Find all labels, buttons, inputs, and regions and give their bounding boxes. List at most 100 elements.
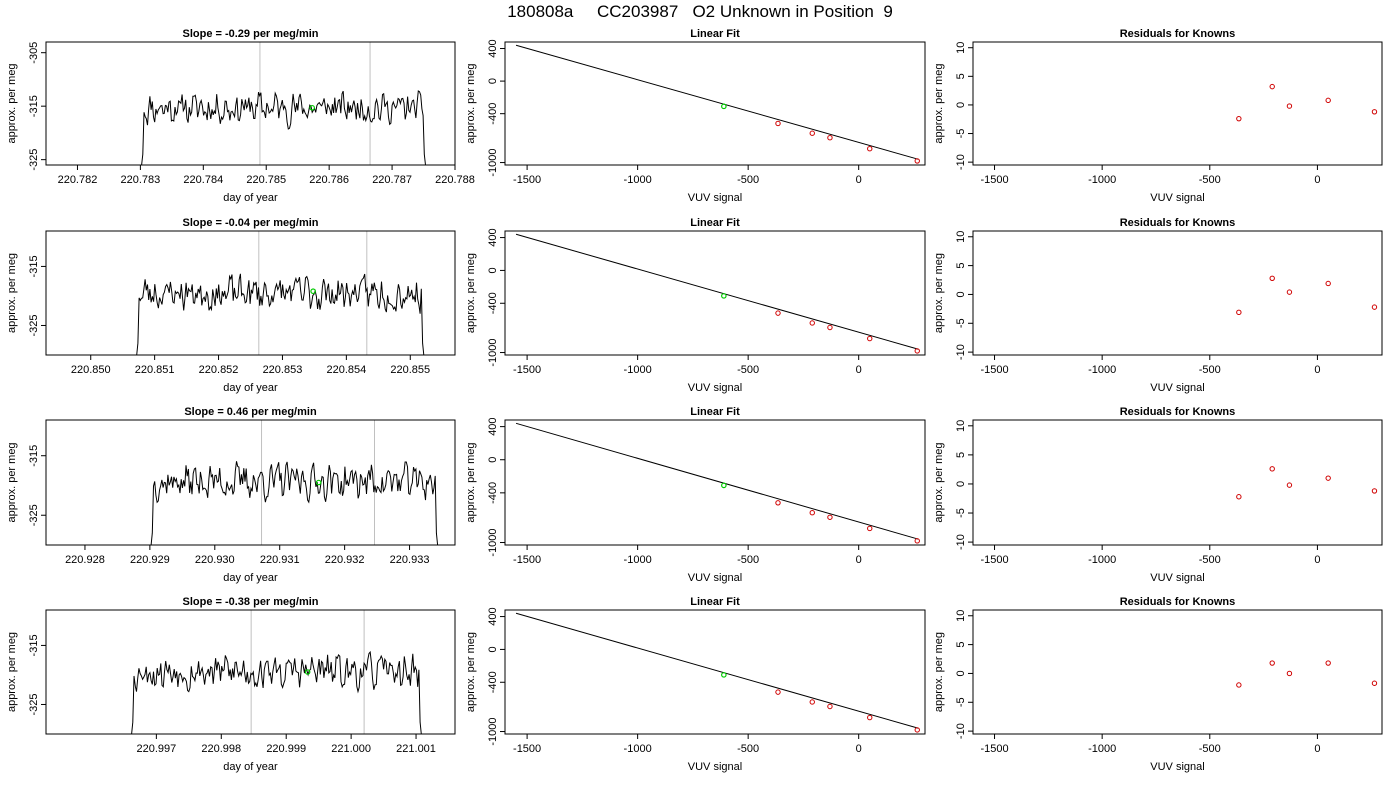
plot-area: [1236, 83, 1378, 122]
residual-point: [1236, 494, 1242, 500]
y-axis-label: approx. per meg: [465, 442, 477, 522]
plot-area: [1236, 660, 1378, 688]
plot-area: [150, 420, 439, 545]
panel-title: Residuals for Knowns: [1120, 406, 1236, 418]
x-tick-label: -1000: [1088, 743, 1116, 755]
unknown-point: [721, 293, 727, 299]
plot-area: [515, 44, 920, 164]
plot-area: [131, 610, 422, 734]
x-tick-label: -1000: [624, 554, 652, 566]
x-tick-label: 220.787: [372, 174, 412, 186]
known-point: [809, 130, 815, 136]
plot-frame: [504, 609, 926, 735]
residual-point: [1286, 103, 1293, 109]
y-axis-label: approx. per meg: [465, 63, 477, 143]
x-tick-label: 220.997: [136, 743, 176, 755]
known-point: [914, 158, 920, 164]
y-tick-label: -1000: [487, 338, 499, 366]
x-axis-label: VUV signal: [1150, 761, 1204, 773]
residual-point: [1269, 466, 1275, 472]
panel-linear-fit-row-1: Linear Fit -1500 -1000 -500 0 400 0 -400 -1000 VU…: [465, 28, 926, 204]
residual-point: [1325, 475, 1331, 481]
known-point: [867, 146, 873, 152]
y-tick-label: -315: [28, 255, 40, 277]
known-point: [809, 510, 815, 516]
plot-frame: [972, 230, 1383, 356]
x-tick-label: 221.001: [396, 743, 436, 755]
y-tick-label: 400: [487, 39, 499, 57]
y-tick-label: -315: [28, 445, 40, 467]
x-tick-label: 220.785: [246, 174, 286, 186]
x-tick-label: -1000: [624, 174, 652, 186]
y-tick-label: 0: [955, 102, 967, 108]
x-tick-label: 220.788: [435, 174, 475, 186]
plot-frame: [972, 419, 1383, 546]
known-point: [775, 500, 781, 506]
y-tick-label: -325: [28, 504, 40, 526]
known-point: [809, 699, 815, 705]
fit-line: [515, 612, 919, 729]
panel-title: Slope = -0.29 per meg/min: [182, 28, 318, 40]
x-tick-label: 0: [856, 554, 862, 566]
current-point: [309, 104, 315, 111]
known-point: [867, 714, 873, 721]
y-tick-label: 0: [955, 481, 967, 487]
x-axis-label: VUV signal: [1150, 192, 1204, 204]
panel-title: Residuals for Knowns: [1120, 28, 1236, 40]
residual-point: [1286, 289, 1293, 295]
x-tick-label: -500: [1199, 364, 1221, 376]
y-tick-label: -10: [955, 154, 967, 170]
plot-frame: [972, 41, 1383, 166]
y-tick-label: -325: [28, 149, 40, 171]
panel-title: Slope = -0.38 per meg/min: [182, 596, 318, 608]
x-tick-label: -500: [1199, 174, 1221, 186]
plot-area: [515, 612, 920, 733]
x-tick-label: 0: [1314, 364, 1320, 376]
y-tick-label: -5: [955, 508, 967, 518]
x-tick-label: 220.854: [326, 364, 366, 376]
known-point: [827, 514, 833, 520]
y-tick-label: -305: [28, 42, 40, 64]
y-tick-label: 5: [955, 642, 967, 648]
residual-point: [1325, 280, 1331, 287]
current-point: [304, 669, 311, 675]
residual-point: [1269, 275, 1275, 281]
y-axis-label: approx. per meg: [933, 442, 945, 522]
x-tick-label: -1500: [980, 364, 1008, 376]
plot-area: [515, 233, 920, 354]
residual-point: [1236, 682, 1242, 688]
plot-frame: [45, 230, 456, 356]
known-point: [809, 320, 815, 326]
residual-point: [1286, 670, 1293, 677]
known-point: [775, 689, 781, 695]
y-tick-label: -325: [28, 314, 40, 336]
x-tick-label: -1000: [624, 364, 652, 376]
x-tick-label: 220.784: [183, 174, 223, 186]
y-axis-label: approx. per meg: [6, 63, 18, 143]
x-tick-label: 0: [1314, 554, 1320, 566]
plot-area: [141, 42, 427, 165]
plot-frame: [504, 41, 926, 166]
x-tick-label: -500: [737, 174, 759, 186]
panel-time-series-row-1: Slope = -0.29 per meg/min 220.782 220.783 2…: [6, 28, 475, 204]
panel-linear-fit-row-3: Linear Fit -1500 -1000 -500 0 400 0 -400 -1000 VU…: [465, 406, 926, 584]
residual-point: [1236, 115, 1242, 122]
y-tick-label: -1000: [487, 528, 499, 556]
y-tick-label: 0: [487, 267, 499, 273]
x-tick-label: 220.855: [390, 364, 430, 376]
x-tick-label: 0: [856, 743, 862, 755]
x-tick-label: 220.930: [195, 554, 235, 566]
residual-point: [1269, 660, 1275, 666]
panel-time-series-row-3: Slope = 0.46 per meg/min 220.928 220.929 22…: [6, 406, 456, 584]
y-axis-label: approx. per meg: [6, 632, 18, 712]
residual-point: [1269, 83, 1275, 90]
y-tick-label: 400: [487, 607, 499, 625]
x-axis-label: VUV signal: [688, 382, 742, 394]
x-axis-label: VUV signal: [1150, 572, 1204, 584]
x-tick-label: 0: [856, 364, 862, 376]
x-axis-label: day of year: [223, 572, 278, 584]
y-tick-label: 10: [955, 420, 967, 432]
x-axis-label: VUV signal: [688, 572, 742, 584]
known-point: [775, 310, 781, 316]
y-tick-label: -400: [487, 671, 499, 693]
